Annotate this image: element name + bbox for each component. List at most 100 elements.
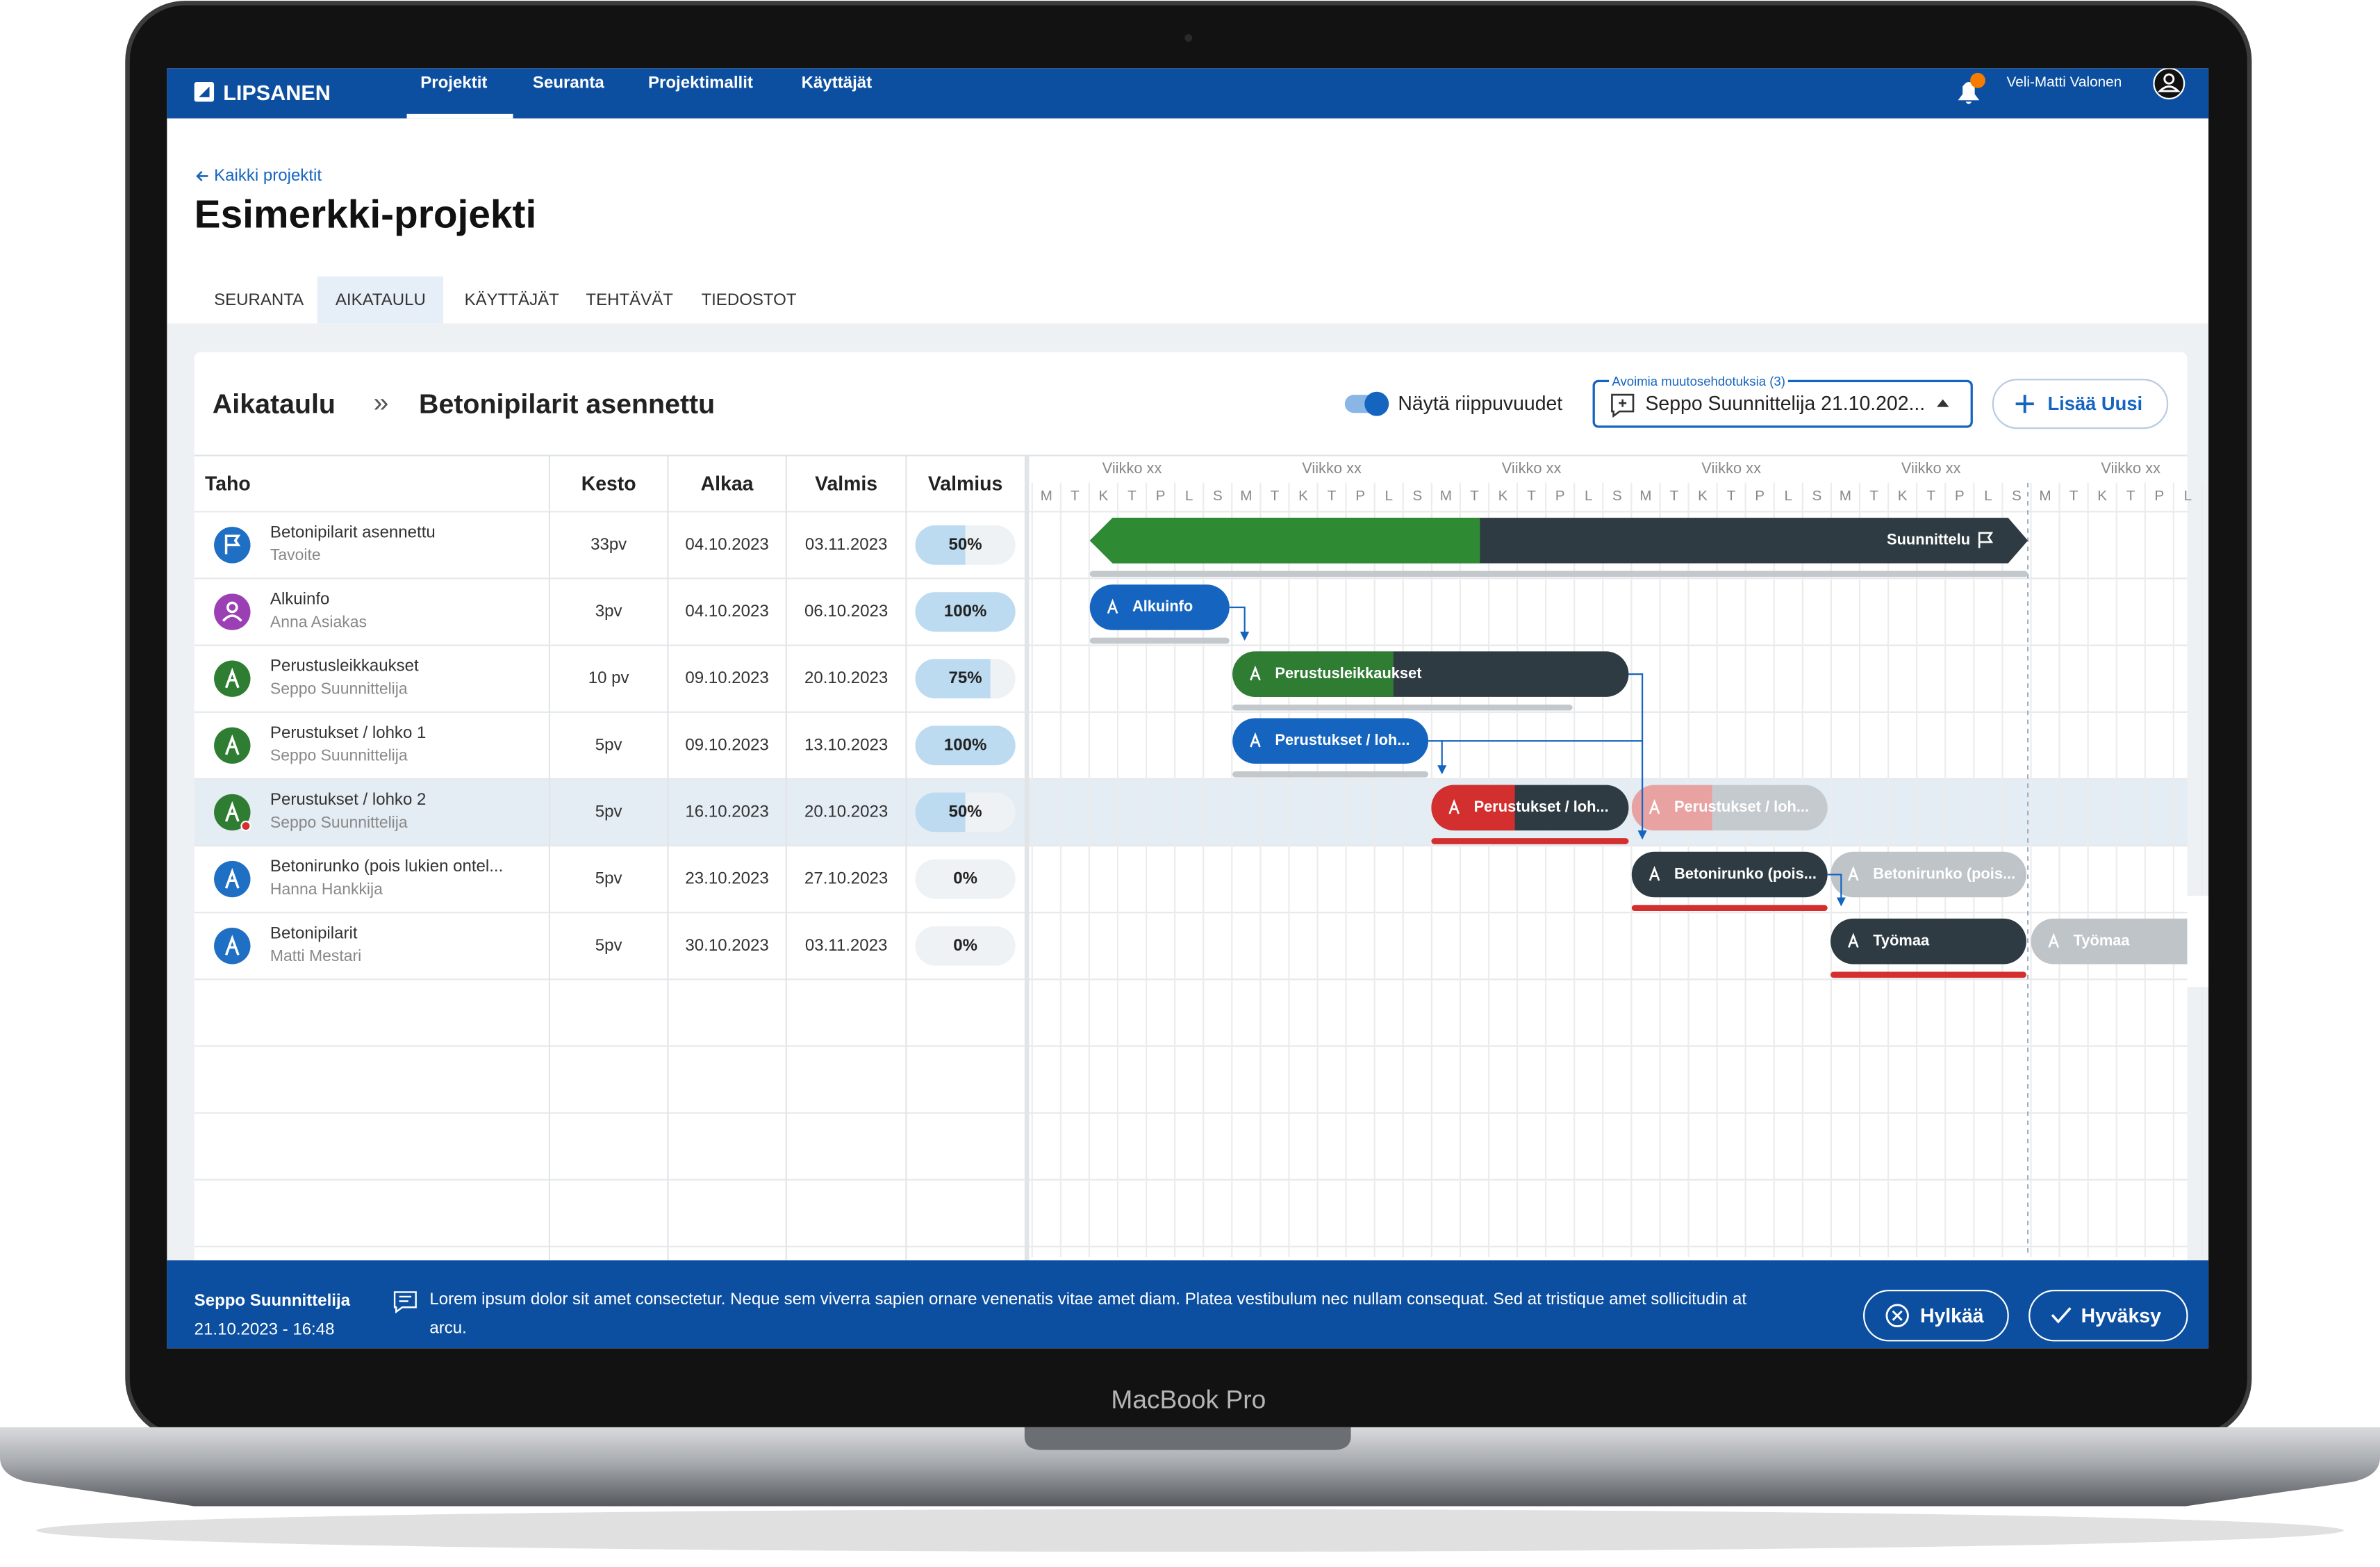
breadcrumb-root[interactable]: Aikataulu xyxy=(212,388,336,420)
app-screen: Viikko xx Viikko xx Viikko xx Viikko xx Viik… xyxy=(167,68,2209,1349)
reject-button-label[interactable]: Hylkää xyxy=(1919,1304,1984,1327)
day-label: P xyxy=(1355,488,1365,504)
end-date: 06.10.2023 xyxy=(804,602,889,621)
row-name[interactable]: Betonirunko (pois lukien ontel... xyxy=(270,858,504,876)
row-name[interactable]: Alkuinfo xyxy=(270,590,330,609)
day-label: K xyxy=(1698,488,1708,504)
row-icon xyxy=(214,727,251,764)
end-date: 20.10.2023 xyxy=(804,669,889,688)
row-subtitle: Seppo Suunnittelija xyxy=(270,746,408,766)
status-dot xyxy=(240,820,251,832)
tab[interactable]: TIEDOSTOT xyxy=(701,291,797,310)
bar-label: Suunnittelu xyxy=(1887,531,1970,548)
avatar-body xyxy=(2157,85,2181,92)
bell-icon xyxy=(1958,81,1980,104)
dependency-line xyxy=(1428,740,1447,775)
row-icon-glyph xyxy=(224,801,240,822)
task-track xyxy=(1631,905,1828,911)
flag-icon xyxy=(1978,532,1994,548)
nav-bar xyxy=(167,68,2209,119)
column-header: Taho xyxy=(204,472,251,495)
task-bar xyxy=(1631,851,1828,898)
progress-fill xyxy=(915,725,1016,766)
duration: 3pv xyxy=(595,602,622,621)
day-label: L xyxy=(1785,488,1793,504)
day-label: L xyxy=(1585,488,1593,504)
toggle-label: Näytä riippuvuudet xyxy=(1398,391,1563,415)
day-label: M xyxy=(1041,488,1052,504)
tab[interactable]: KÄYTTÄJÄT xyxy=(464,291,559,310)
week-label: Viikko xx xyxy=(1701,459,1761,477)
day-label: M xyxy=(2039,488,2051,504)
day-label: T xyxy=(1727,488,1736,504)
row-name[interactable]: Perustukset / lohko 2 xyxy=(270,791,427,810)
user-name[interactable]: Veli-Matti Valonen xyxy=(2006,74,2122,92)
page-title: Esimerkki-projekti xyxy=(194,191,537,237)
task-icon xyxy=(1848,933,1859,948)
row-name[interactable]: Perustusleikkaukset xyxy=(270,657,419,676)
row-icon-glyph xyxy=(224,667,240,689)
day-label: K xyxy=(1298,488,1308,504)
task-track xyxy=(1431,838,1629,844)
row-name[interactable]: Perustukset / lohko 1 xyxy=(270,724,427,743)
end-date: 03.11.2023 xyxy=(804,536,888,555)
day-label: S xyxy=(2012,488,2022,504)
day-label: L xyxy=(1185,488,1193,504)
task-bar-accent xyxy=(1631,785,1712,831)
task-icon xyxy=(1107,598,1118,614)
column-header: Alkaa xyxy=(700,472,754,495)
day-label: L xyxy=(2184,488,2192,504)
notification-badge xyxy=(1970,72,1985,88)
comment-icon xyxy=(1611,393,1635,418)
duration: 5pv xyxy=(595,736,622,755)
day-label: T xyxy=(1470,488,1479,504)
progress-label: 50% xyxy=(948,803,982,822)
breadcrumb-current: Betonipilarit asennettu xyxy=(419,388,716,420)
approve-button-label[interactable]: Hyväksy xyxy=(2081,1304,2161,1327)
reject-button-outline[interactable] xyxy=(1863,1290,2009,1342)
bar-label: Alkuinfo xyxy=(1132,598,1193,615)
task-bar xyxy=(1232,718,1429,764)
nav-item[interactable]: Projektit xyxy=(420,74,488,93)
day-label: P xyxy=(2154,488,2164,504)
progress-label: 100% xyxy=(943,736,987,755)
back-arrow xyxy=(196,170,208,181)
row-subtitle: Matti Mestari xyxy=(270,947,362,966)
column-header: Valmius xyxy=(927,472,1003,495)
task-bar-accent xyxy=(1232,651,1394,697)
nav-item[interactable]: Seuranta xyxy=(532,74,604,93)
toggle-knob[interactable] xyxy=(1364,391,1389,416)
task-track xyxy=(1831,971,2026,978)
bar-label: Perustukset / loh... xyxy=(1474,798,1609,815)
task-icon xyxy=(1250,665,1261,681)
row-icon-glyph xyxy=(222,601,242,622)
row-name[interactable]: Betonipilarit asennettu xyxy=(270,523,436,543)
approve-button-outline[interactable] xyxy=(2028,1290,2188,1342)
day-label: T xyxy=(1328,488,1337,504)
nav-item[interactable]: Käyttäjät xyxy=(801,74,873,93)
dropdown-caret xyxy=(1936,399,1949,407)
row-name[interactable]: Betonipilarit xyxy=(270,924,358,943)
day-label: T xyxy=(1670,488,1679,504)
day-label: T xyxy=(2069,488,2079,504)
day-label: M xyxy=(1440,488,1452,504)
task-bar xyxy=(2031,918,2209,965)
add-button-outline[interactable] xyxy=(1992,379,2169,429)
decorations: Viikko xx Viikko xx Viikko xx Viikko xx Viik… xyxy=(194,68,2209,1342)
dropdown-value[interactable]: Seppo Suunnittelija 21.10.202... xyxy=(1645,391,1926,415)
day-label: S xyxy=(1412,488,1422,504)
task-icon xyxy=(2048,933,2060,948)
tab[interactable]: TEHTÄVÄT xyxy=(586,291,673,310)
tab[interactable]: SEURANTA xyxy=(214,291,304,310)
task-bar-accent xyxy=(1431,785,1515,831)
back-link[interactable]: Kaikki projektit xyxy=(214,167,322,186)
end-date: 27.10.2023 xyxy=(804,869,889,889)
add-button-label[interactable]: Lisää Uusi xyxy=(2047,393,2143,415)
nav-item[interactable]: Projektimallit xyxy=(647,74,753,93)
day-label: L xyxy=(1385,488,1393,504)
day-label: M xyxy=(1240,488,1252,504)
tab[interactable]: AIKATAULU xyxy=(335,291,426,310)
task-icon xyxy=(1648,866,1660,881)
row-icon-glyph xyxy=(224,534,241,555)
shadow xyxy=(36,1509,2344,1552)
